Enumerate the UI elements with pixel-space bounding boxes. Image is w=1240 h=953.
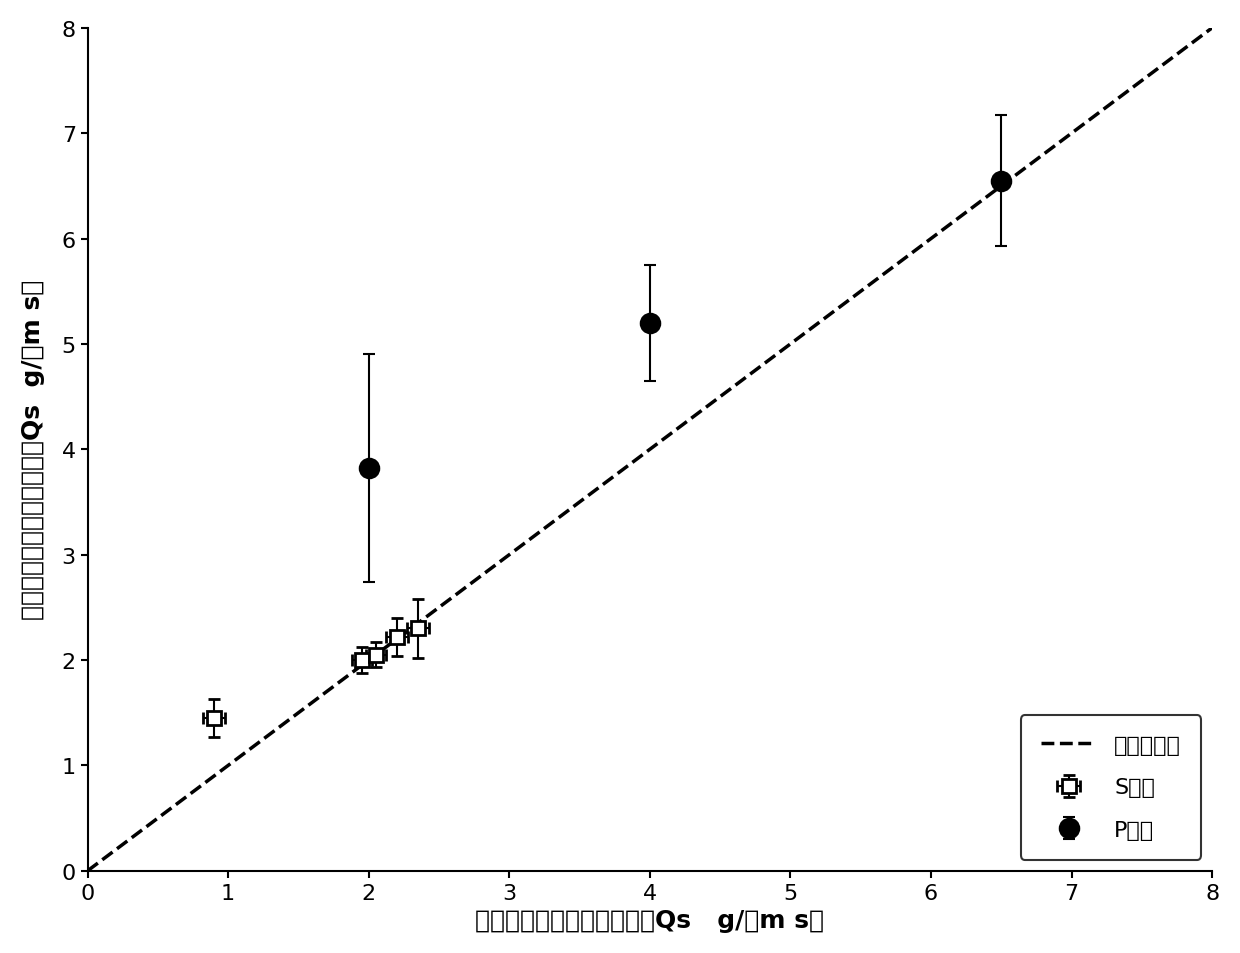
X-axis label: 预测的河道推移质输沙率，Qs   g/（m s）: 预测的河道推移质输沙率，Qs g/（m s） — [475, 908, 825, 932]
Y-axis label: 测量的河道推移质输沙率，Qs  g/（m s）: 测量的河道推移质输沙率，Qs g/（m s） — [21, 280, 45, 619]
Legend: 最佳结果线, S系列, P系列: 最佳结果线, S系列, P系列 — [1021, 716, 1202, 860]
